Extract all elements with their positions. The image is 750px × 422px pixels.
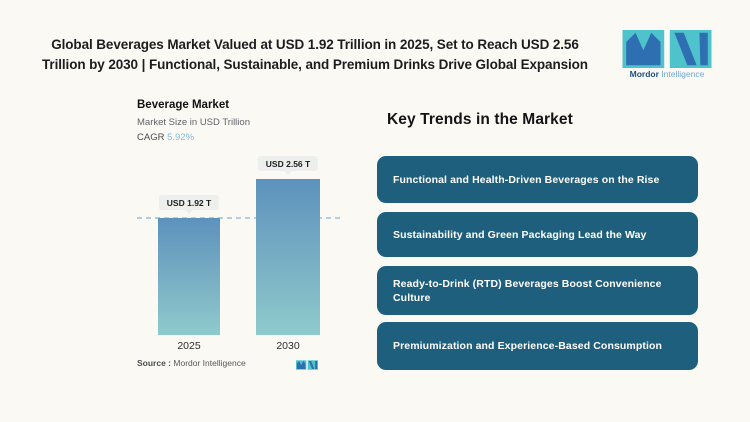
logo-brand-secondary: Intelligence	[661, 69, 705, 79]
bar-2025-value-badge: USD 1.92 T	[158, 194, 220, 210]
logo-wordmark: Mordor Intelligence	[630, 69, 705, 79]
x-axis-label-2030: 2030	[276, 340, 300, 352]
trend-banner-label: Premiumization and Experience-Based Cons…	[393, 340, 662, 352]
page-title: Global Beverages Market Valued at USD 1.…	[10, 35, 620, 75]
x-axis-label-2025: 2025	[177, 340, 201, 352]
bar-2030-value-badge: USD 2.56 T	[257, 155, 319, 171]
mordor-intelligence-logo: Mordor Intelligence	[621, 30, 713, 79]
trend-banner-label: Functional and Health-Driven Beverages o…	[393, 173, 660, 186]
bar-chart: USD 1.92 T USD 2.56 T 2025 2030	[137, 150, 347, 352]
page-title-line-2: Trillion by 2030 | Functional, Sustainab…	[42, 57, 588, 72]
cagr-label: CAGR	[137, 132, 165, 143]
trend-banner-sustainability: Sustainability and Green Packaging Lead …	[377, 212, 698, 257]
trend-banner-label: Ready-to-Drink (RTD) Beverages Boost Con…	[393, 277, 662, 304]
cagr-value: 5.92%	[167, 132, 195, 143]
chart-title: Beverage Market	[137, 99, 230, 111]
key-trends-heading: Key Trends in the Market	[387, 111, 573, 128]
chart-cagr: CAGR 5.92%	[137, 132, 194, 143]
trend-banner-premiumization: Premiumization and Experience-Based Cons…	[377, 322, 698, 370]
trend-banner-functional: Functional and Health-Driven Beverages o…	[377, 156, 698, 203]
chart-subtitle: Market Size in USD Trillion	[137, 117, 250, 128]
reference-dashed-line	[137, 216, 342, 219]
mordor-logo-icon-small	[296, 357, 318, 375]
bar-2025	[158, 217, 220, 335]
page-title-line-1: Global Beverages Market Valued at USD 1.…	[51, 37, 579, 52]
source-value: Mordor Intelligence	[173, 358, 246, 368]
trend-banner-rtd: Ready-to-Drink (RTD) Beverages Boost Con…	[377, 266, 698, 315]
trend-banner-label: Sustainability and Green Packaging Lead …	[393, 228, 647, 241]
logo-brand-primary: Mordor	[629, 69, 659, 79]
bar-2030	[256, 178, 320, 335]
source-label: Source :	[137, 358, 172, 368]
mordor-logo-icon	[622, 30, 712, 68]
source-attribution: Source : Mordor Intelligence	[137, 358, 246, 368]
